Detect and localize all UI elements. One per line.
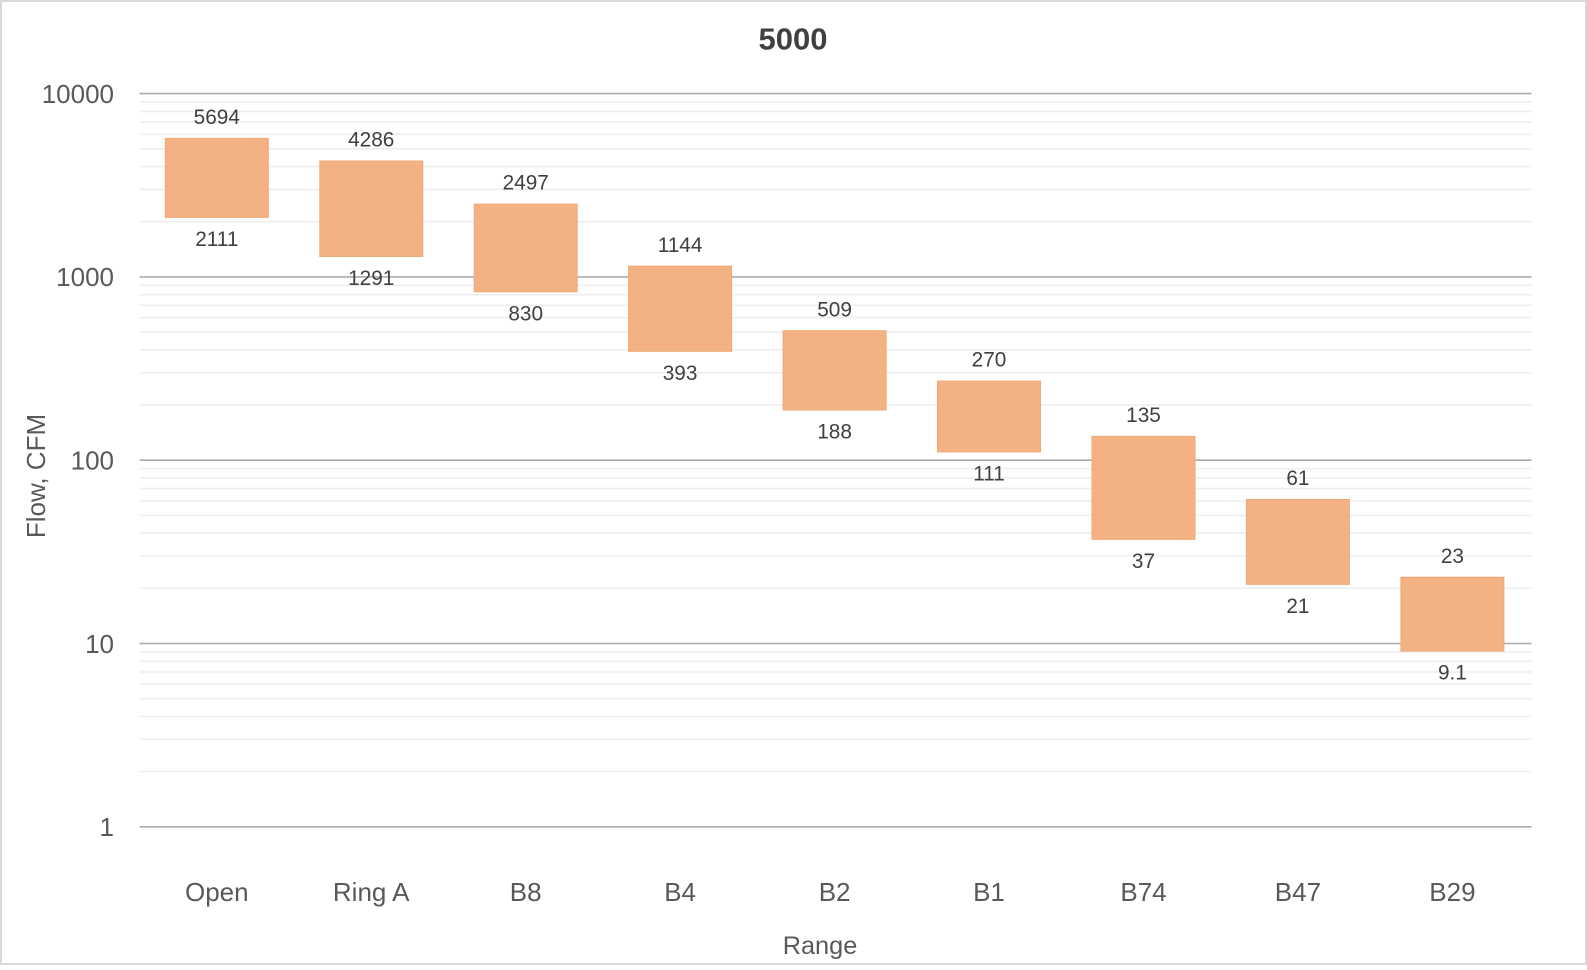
svg-text:10: 10 [85,629,114,659]
svg-text:B4: B4 [664,877,696,907]
svg-text:B29: B29 [1429,877,1475,907]
svg-text:2111: 2111 [195,228,238,251]
svg-text:509: 509 [817,298,852,321]
svg-text:Ring A: Ring A [333,877,410,907]
svg-text:830: 830 [508,302,543,325]
svg-text:5694: 5694 [194,106,240,129]
svg-text:5000: 5000 [759,22,828,57]
svg-text:135: 135 [1126,404,1161,427]
svg-text:61: 61 [1286,467,1309,490]
svg-text:111: 111 [973,463,1005,486]
svg-text:1: 1 [100,812,114,842]
svg-text:4286: 4286 [348,129,394,152]
svg-text:Open: Open [185,877,249,907]
svg-text:Range: Range [783,932,858,960]
svg-text:1000: 1000 [56,262,114,292]
svg-text:B2: B2 [819,877,851,907]
svg-text:B8: B8 [510,877,542,907]
svg-text:270: 270 [972,349,1007,372]
svg-text:9.1: 9.1 [1438,662,1467,685]
svg-text:10000: 10000 [42,79,114,109]
svg-text:Flow, CFM: Flow, CFM [21,414,51,538]
svg-text:B47: B47 [1275,877,1321,907]
svg-text:393: 393 [663,362,698,385]
svg-text:2497: 2497 [503,172,549,195]
svg-text:1144: 1144 [658,234,703,257]
svg-text:188: 188 [817,421,852,444]
svg-text:B1: B1 [973,877,1005,907]
svg-text:100: 100 [71,446,114,476]
svg-text:37: 37 [1132,550,1155,573]
svg-text:23: 23 [1441,545,1464,568]
svg-text:21: 21 [1286,595,1309,618]
svg-text:B74: B74 [1120,877,1166,907]
svg-text:1291: 1291 [348,267,394,290]
